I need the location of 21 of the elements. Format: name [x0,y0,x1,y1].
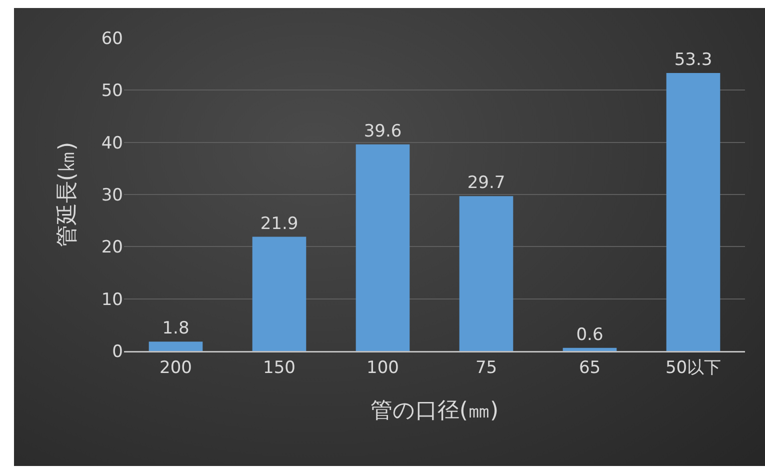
data-label: 53.3 [674,50,712,70]
y-tick-label: 30 [101,185,123,206]
data-label: 39.6 [364,121,402,142]
x-tick-label: 75 [475,358,498,378]
y-tick-label: 0 [112,342,123,362]
x-tick-label: 65 [578,358,601,378]
x-tick-label: 200 [160,358,192,378]
data-label: 1.8 [162,318,190,339]
y-tick-label: 40 [101,133,123,154]
data-label: 29.7 [467,173,506,194]
data-label: 0.6 [576,324,604,345]
x-tick-label: 100 [366,358,399,378]
y-tick-label: 60 [101,28,123,49]
data-label: 21.9 [260,214,298,234]
y-axis-title: 管延長(㎞) [55,142,80,248]
y-tick-label: 20 [101,238,123,258]
x-tick-label: 50以下 [665,358,722,378]
x-tick-label: 150 [263,358,296,378]
y-tick-label: 50 [101,81,123,102]
y-tick-label: 10 [101,290,123,310]
x-axis-title: 管の口径(㎜) [370,398,499,424]
